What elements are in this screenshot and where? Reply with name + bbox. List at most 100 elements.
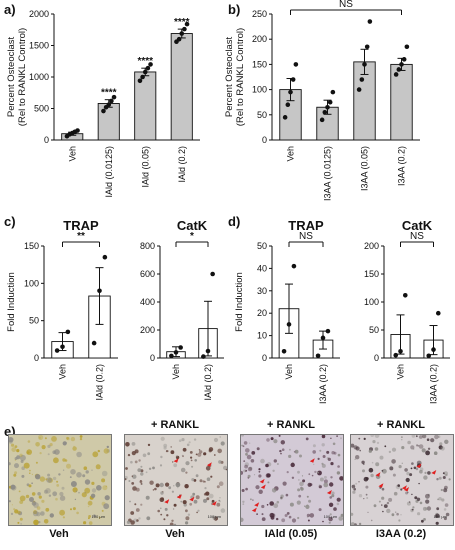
texture-speck <box>330 462 334 466</box>
texture-speck <box>417 444 420 447</box>
texture-speck <box>426 438 430 441</box>
data-point <box>140 74 145 80</box>
arrow-marker-icon <box>176 494 182 499</box>
texture-speck <box>29 469 31 472</box>
texture-speck <box>302 479 306 483</box>
chart-title: CatK <box>402 218 433 233</box>
texture-speck <box>32 510 39 517</box>
texture-speck <box>276 517 279 521</box>
texture-speck <box>47 444 51 448</box>
significance-label: **** <box>174 17 190 28</box>
texture-speck <box>44 489 48 494</box>
texture-speck <box>412 506 415 509</box>
texture-speck <box>205 466 211 471</box>
texture-speck <box>73 445 75 447</box>
texture-speck <box>182 500 187 505</box>
texture-speck <box>273 459 277 463</box>
texture-speck <box>41 499 45 503</box>
data-point <box>293 62 299 67</box>
texture-speck <box>352 487 355 490</box>
texture-speck <box>70 508 72 511</box>
micrograph-label: IAld (0.05) <box>264 528 318 540</box>
data-point <box>322 109 328 115</box>
chart-a: 0 500 1000 1500 2000 Percent Osteoclast (Rel t… <box>6 9 200 198</box>
bar-2 <box>134 71 157 141</box>
data-point <box>148 62 153 67</box>
texture-speck <box>85 470 89 474</box>
texture-speck <box>212 515 217 520</box>
texture-speck <box>206 497 210 501</box>
texture-speck <box>173 463 178 468</box>
texture-speck <box>9 500 11 503</box>
chart-c1: TRAP 0 50 100 150 Fold Induction Veh IAld (0.2)… <box>6 218 118 401</box>
texture-speck <box>40 511 45 516</box>
y-axis-label: Fold Induction <box>234 272 245 332</box>
texture-speck <box>381 496 385 500</box>
texture-speck <box>165 450 169 453</box>
texture-speck <box>62 458 66 462</box>
texture-speck <box>166 514 169 517</box>
y-tick-label: 40 <box>257 263 267 273</box>
texture-speck <box>76 472 82 478</box>
data-point <box>111 94 117 100</box>
texture-speck <box>328 516 333 522</box>
x-tick-label: I3AA (0.2) <box>318 364 328 404</box>
texture-speck <box>285 493 289 497</box>
y-tick-label: 0 <box>44 135 49 145</box>
texture-speck <box>329 482 334 487</box>
texture-speck <box>365 493 368 496</box>
texture-speck <box>125 478 127 481</box>
texture-speck <box>426 506 432 511</box>
data-point <box>325 328 331 334</box>
texture-speck <box>160 455 163 459</box>
texture-speck <box>438 476 442 480</box>
texture-speck <box>20 523 22 525</box>
texture-speck <box>46 477 52 483</box>
texture-speck <box>391 513 395 517</box>
arrow-marker-icon <box>326 489 332 495</box>
texture-speck <box>148 467 152 470</box>
texture-speck <box>51 436 57 442</box>
texture-speck <box>276 500 280 504</box>
texture-speck <box>376 441 380 445</box>
y-tick-label: 50 <box>257 241 267 251</box>
x-tick-label: Veh <box>286 146 296 162</box>
texture-speck <box>373 504 377 508</box>
texture-speck <box>242 500 245 503</box>
texture-speck <box>146 516 151 521</box>
texture-speck <box>137 468 142 472</box>
texture-speck <box>442 476 446 479</box>
texture-speck <box>91 481 95 485</box>
texture-speck <box>247 466 253 472</box>
texture-speck <box>70 481 77 487</box>
y-tick-label: 50 <box>369 325 379 335</box>
arrow-marker-icon <box>378 483 384 488</box>
texture-speck <box>435 521 439 525</box>
texture-speck <box>355 482 358 485</box>
texture-speck <box>66 463 71 469</box>
texture-speck <box>393 491 398 496</box>
texture-speck <box>175 482 181 488</box>
texture-speck <box>88 517 90 520</box>
texture-speck <box>126 520 131 524</box>
texture-speck <box>185 461 190 466</box>
data-point <box>362 62 367 67</box>
texture-speck <box>331 491 335 495</box>
texture-speck <box>353 484 355 486</box>
texture-speck <box>435 513 440 518</box>
texture-speck <box>273 439 278 444</box>
texture-speck <box>406 471 410 476</box>
scale-bar-label: 100 µm <box>91 514 105 519</box>
data-point <box>285 102 291 108</box>
texture-speck <box>370 519 373 522</box>
texture-speck <box>321 462 324 465</box>
texture-speck <box>187 513 191 516</box>
data-point <box>393 352 399 358</box>
x-tick-label: I3AA (0.2) <box>429 364 439 404</box>
chart-b: 0 50 100 150 200 250 Percent Osteoclast (Rel to… <box>224 0 420 201</box>
texture-speck <box>28 484 32 488</box>
texture-speck <box>31 482 33 484</box>
micrograph-image: 100 µm <box>124 434 228 526</box>
data-point <box>282 115 288 120</box>
texture-speck <box>81 492 87 498</box>
